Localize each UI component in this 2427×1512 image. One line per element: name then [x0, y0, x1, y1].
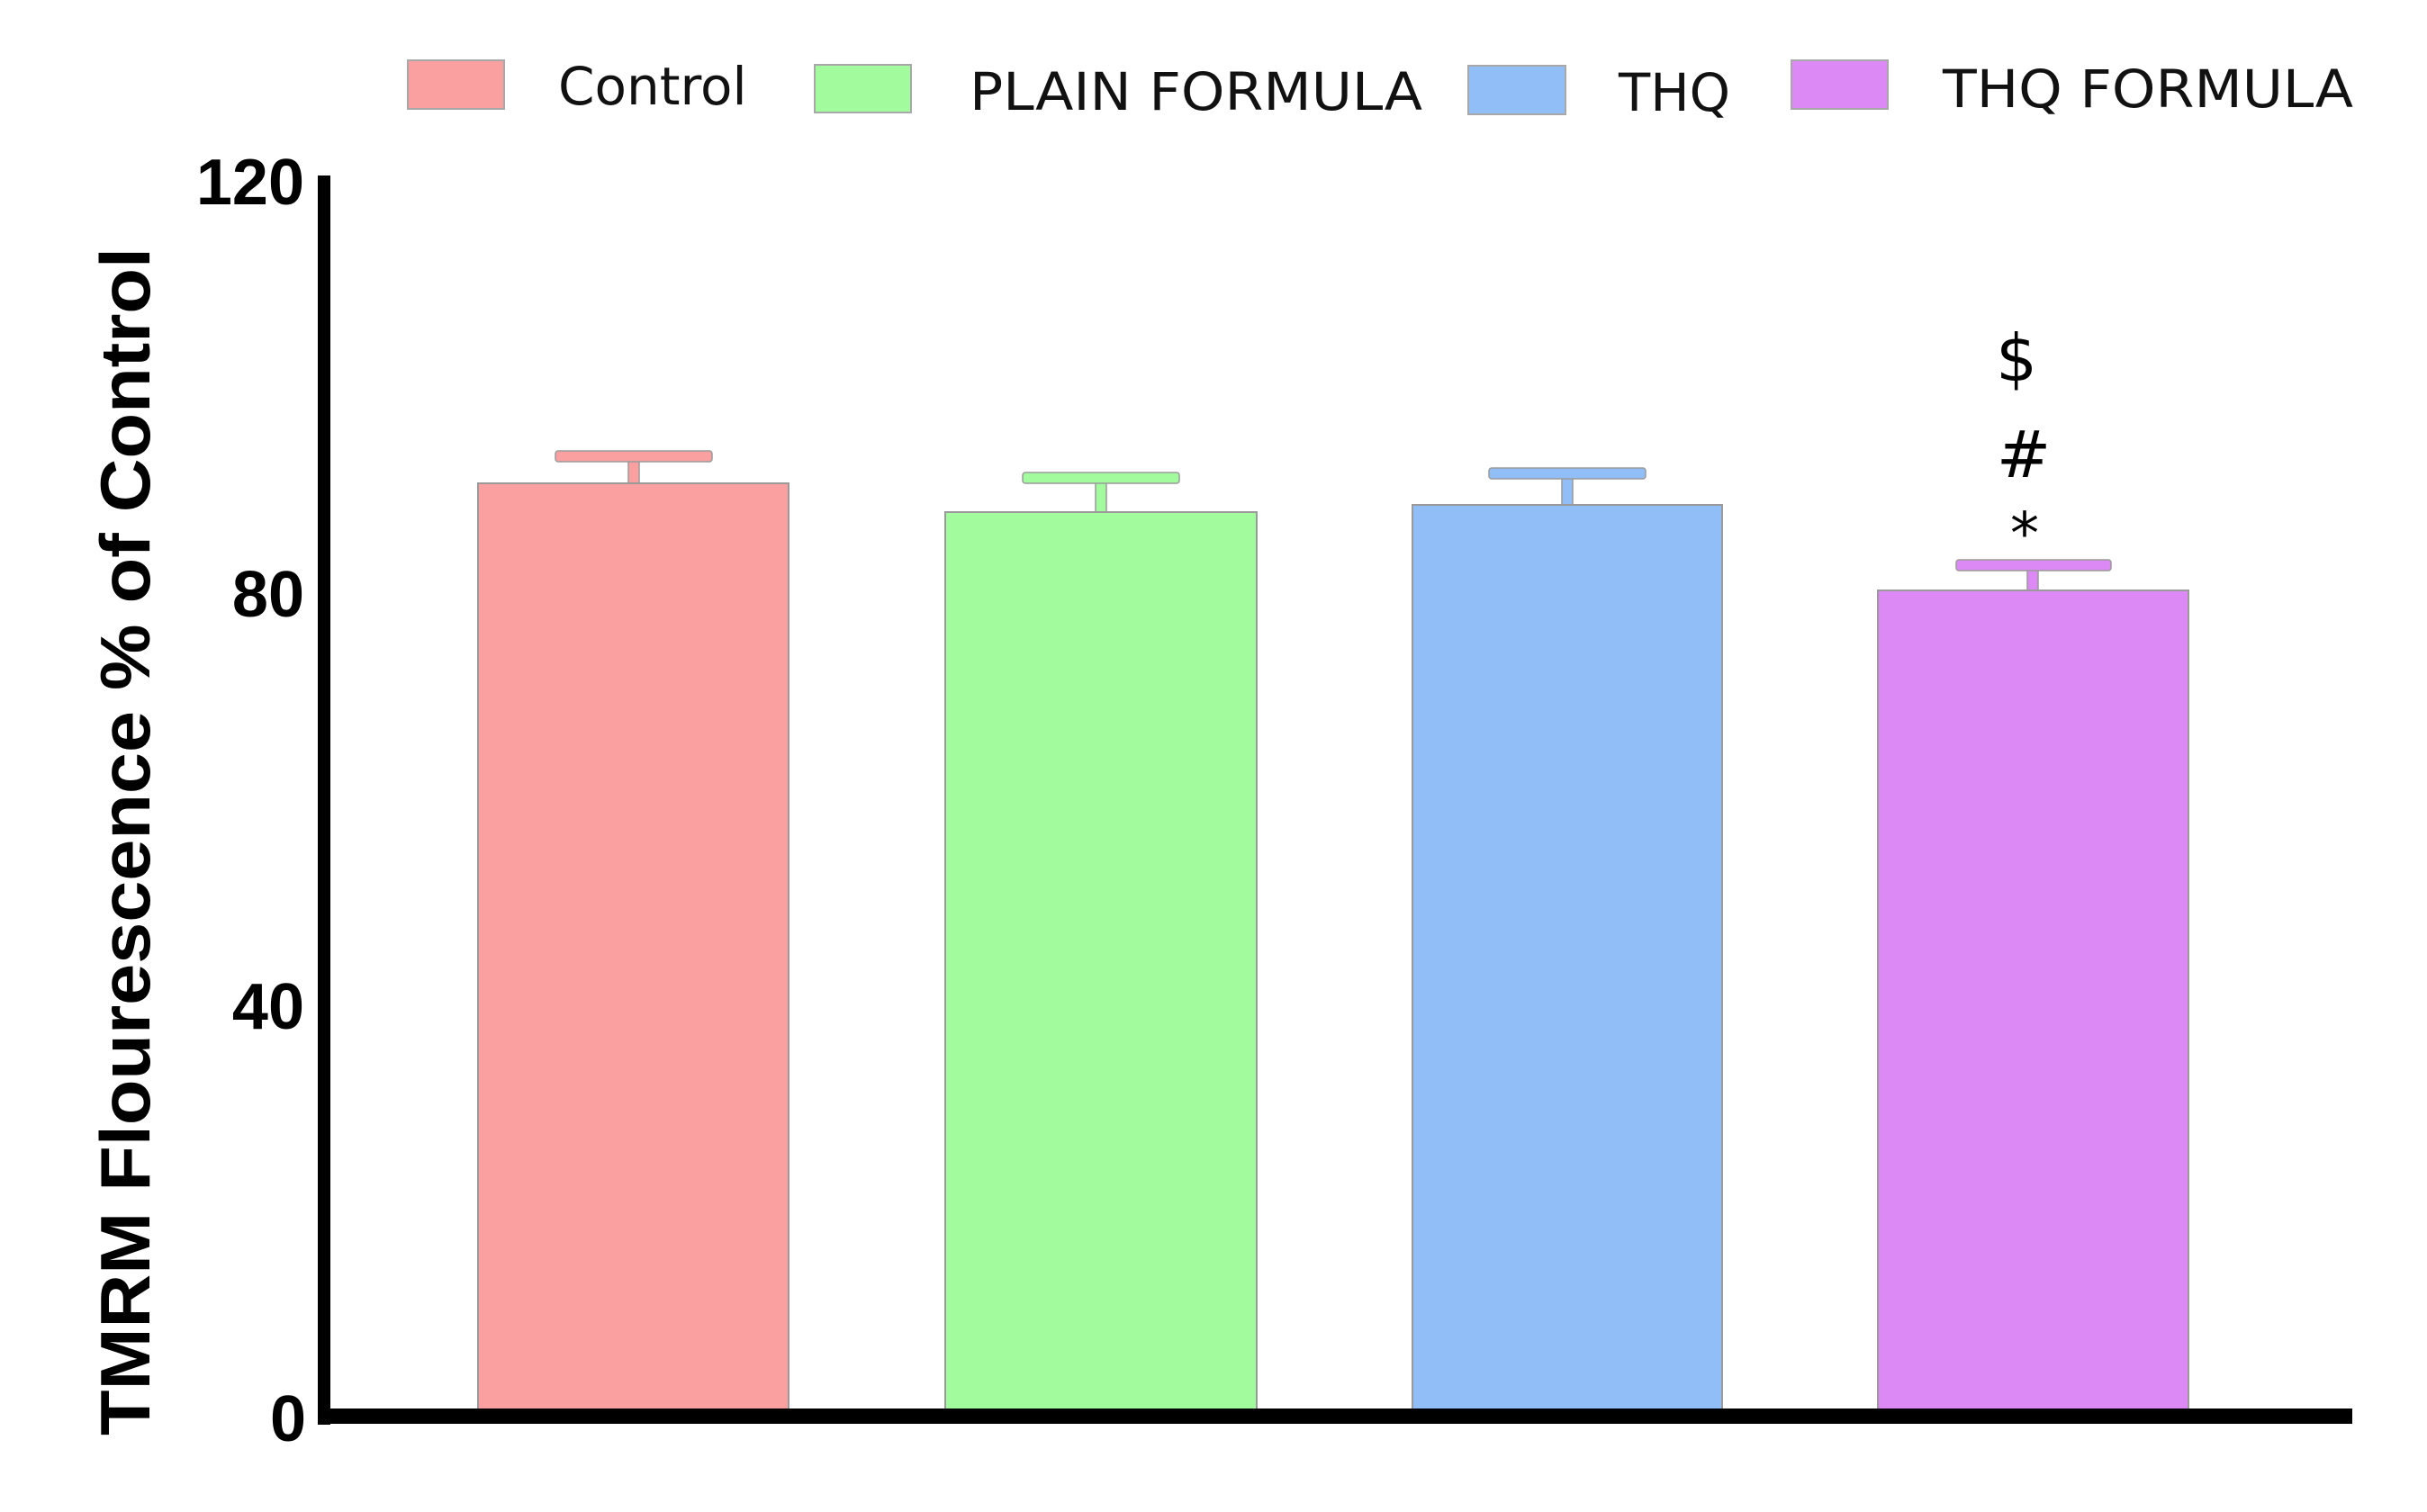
- y-tick-0: 0: [270, 1383, 306, 1455]
- bar-thq: [1412, 467, 1723, 1411]
- bar-rect-control: [477, 482, 789, 1411]
- bar-rect-thq-formula: [1877, 590, 2189, 1411]
- y-tick-120: 120: [196, 147, 304, 219]
- legend-swatch-thq-formula: [1791, 59, 1889, 110]
- error-cap-plain-formula: [1022, 472, 1180, 484]
- bar-rect-plain-formula: [944, 511, 1258, 1411]
- legend-swatch-plain-formula: [814, 64, 912, 113]
- x-axis-line: [318, 1408, 2352, 1424]
- y-tick-80: 80: [232, 559, 304, 631]
- y-axis-label: TMRM Flourescence % of Control: [86, 248, 165, 1436]
- legend-swatch-thq: [1467, 65, 1566, 115]
- bar-control: [477, 450, 789, 1411]
- annotation-dollar: $: [1996, 320, 2037, 396]
- bars: [477, 450, 2189, 1411]
- legend-swatch-control: [407, 59, 505, 110]
- bar-thq-formula: [1877, 559, 2189, 1411]
- legend-item-plain-formula: PLAIN FORMULA: [814, 61, 1422, 122]
- legend-label-plain-formula: PLAIN FORMULA: [970, 61, 1422, 122]
- legend-label-control: Control: [558, 56, 747, 117]
- legend-item-thq: THQ: [1467, 62, 1730, 123]
- legend-item-thq-formula: THQ FORMULA: [1791, 58, 2353, 120]
- bar-plain-formula: [944, 472, 1258, 1411]
- legend: Control PLAIN FORMULA THQ THQ FORMULA: [407, 56, 2353, 123]
- legend-label-thq-formula: THQ FORMULA: [1942, 58, 2353, 120]
- legend-item-control: Control: [407, 56, 747, 117]
- error-cap-control: [555, 450, 713, 463]
- y-tick-40: 40: [232, 971, 304, 1043]
- annotation-star: *: [2010, 501, 2039, 568]
- annotation-hash: #: [1997, 417, 2051, 492]
- y-axis-line: [318, 176, 330, 1425]
- error-cap-thq-formula: [1955, 559, 2112, 572]
- axes: [318, 176, 2352, 1425]
- y-axis-ticks: 120 80 40 0: [196, 147, 306, 1455]
- bar-rect-thq: [1412, 504, 1723, 1411]
- significance-annotations: $ # *: [1996, 320, 2051, 568]
- legend-label-thq: THQ: [1618, 62, 1730, 123]
- error-cap-thq: [1488, 467, 1647, 480]
